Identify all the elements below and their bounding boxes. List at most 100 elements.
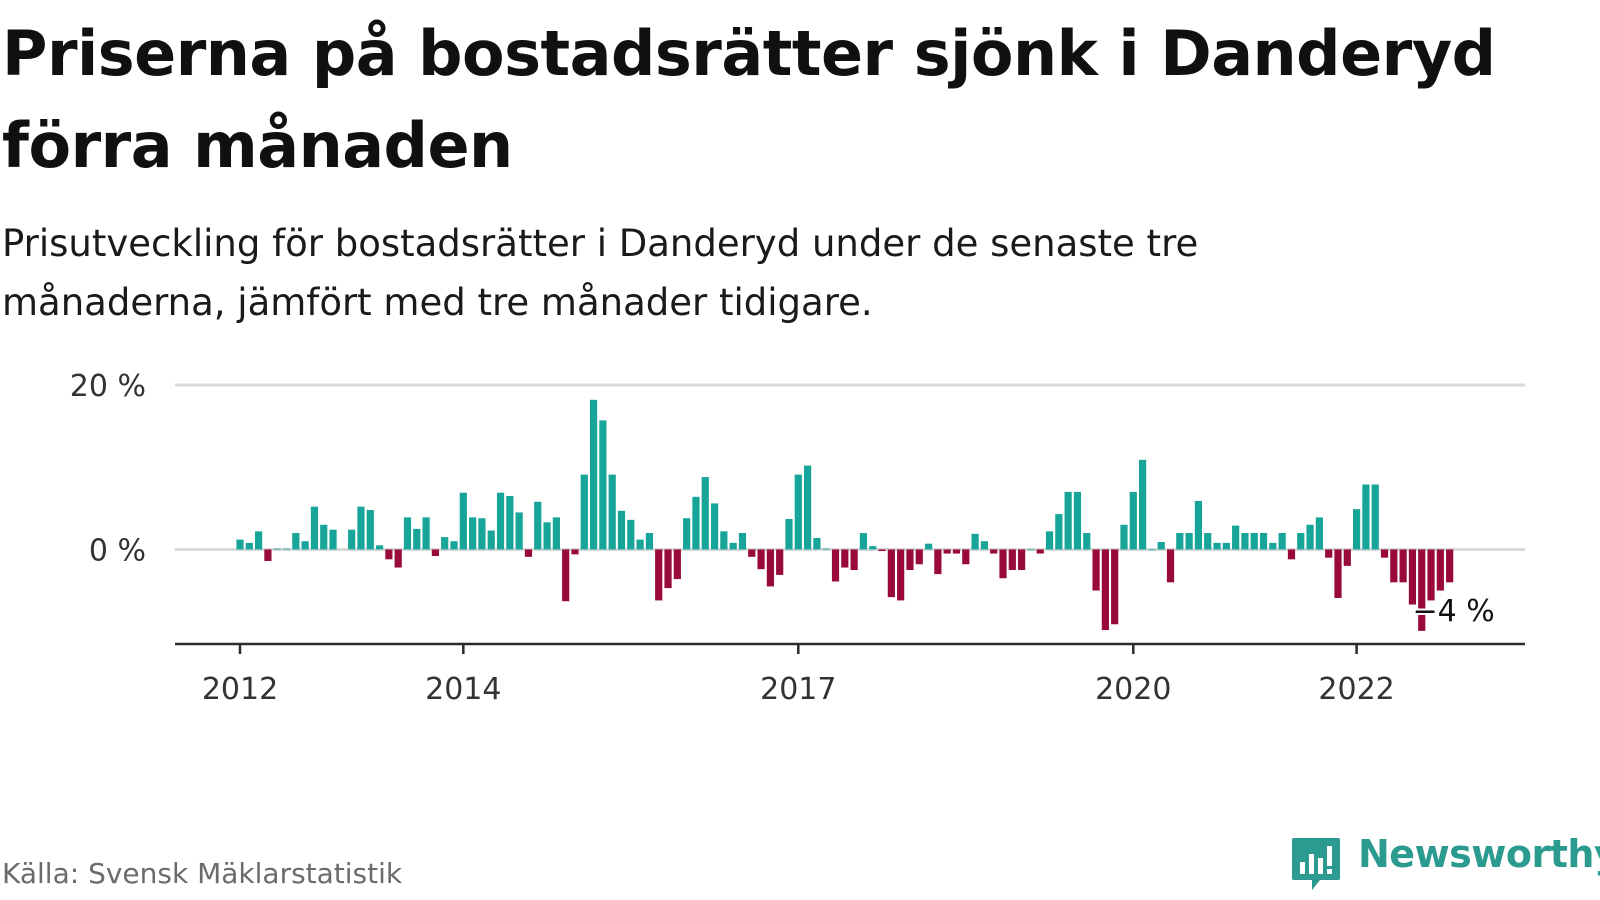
bar [450, 541, 458, 550]
bar [366, 509, 374, 550]
bar [1120, 524, 1128, 550]
bar [1036, 549, 1044, 554]
bar [589, 399, 598, 550]
bar [1148, 549, 1156, 551]
bar [1129, 491, 1137, 550]
x-tick-label: 2012 [202, 672, 278, 707]
x-axis [175, 642, 1525, 654]
bar [934, 549, 942, 575]
bar [562, 549, 570, 602]
bar [599, 420, 607, 550]
newsworthy-logo[interactable]: Newsworthy [1290, 832, 1600, 894]
bar [1008, 549, 1016, 570]
bar [1278, 533, 1286, 550]
bar [524, 549, 533, 557]
newsworthy-logo-text: Newsworthy [1358, 832, 1600, 876]
bar [1259, 533, 1268, 550]
bar [496, 492, 505, 550]
bar [1362, 484, 1370, 550]
bar [906, 549, 914, 570]
bar [841, 549, 849, 568]
bar [1111, 549, 1119, 625]
bar [1353, 509, 1361, 550]
bar [813, 537, 821, 550]
bar [999, 549, 1007, 579]
bar [1222, 542, 1230, 550]
bar [273, 548, 281, 550]
bar [245, 542, 253, 550]
chart-title: Priserna på bostadsrätter sjönk i Dander… [2, 17, 1496, 182]
bar [515, 512, 523, 550]
bar [348, 529, 356, 550]
x-tick-label: 2020 [1095, 672, 1171, 707]
bar [1092, 549, 1100, 591]
bar [943, 549, 951, 554]
bar [766, 549, 774, 587]
bar [729, 542, 737, 550]
bar [1138, 459, 1147, 550]
bar [1176, 533, 1184, 550]
bar [692, 496, 700, 550]
y-tick-label: 20 % [70, 369, 146, 404]
bar [487, 530, 495, 550]
bar [459, 492, 467, 550]
bar [1343, 549, 1351, 566]
x-tick-label: 2014 [425, 672, 501, 707]
bar [627, 519, 635, 550]
bar [804, 465, 812, 550]
bar [1055, 514, 1063, 550]
bar [915, 549, 923, 565]
bar [878, 549, 886, 552]
bar [375, 545, 384, 550]
bar [1380, 549, 1389, 558]
bar [1027, 549, 1035, 551]
bar [292, 533, 300, 550]
newsworthy-logo-icon [1292, 838, 1340, 890]
source-credit: Källa: Svensk Mäklarstatistik [2, 857, 403, 890]
bar [1306, 524, 1314, 550]
y-tick-label: 0 % [89, 533, 146, 568]
bars [236, 399, 1454, 631]
bar [441, 537, 449, 550]
bar [264, 549, 272, 561]
bar [552, 517, 560, 550]
bar [980, 541, 988, 550]
bar [952, 549, 961, 554]
bar [785, 519, 793, 550]
bar [869, 546, 877, 550]
bar [962, 549, 970, 565]
bar [478, 518, 486, 550]
bar [1045, 531, 1054, 550]
bar [1269, 542, 1277, 550]
bar [394, 549, 402, 568]
bar [720, 531, 728, 550]
bar [794, 474, 802, 550]
bar [1241, 533, 1249, 550]
bar [413, 528, 421, 550]
bar [1427, 549, 1435, 601]
bar [534, 501, 542, 550]
bar [757, 549, 765, 570]
bar [385, 549, 393, 560]
bar [738, 533, 747, 550]
bar [1073, 491, 1082, 550]
bar [1399, 549, 1407, 583]
bar [1185, 533, 1193, 550]
bar [1315, 517, 1323, 550]
bar [571, 549, 579, 555]
bar-chart: 2012 2014 2017 2020 2022 0 % 20 % −4 % [70, 369, 1525, 707]
bar [1436, 549, 1444, 591]
bar [1064, 491, 1072, 550]
bar [971, 533, 979, 550]
bar [655, 549, 663, 601]
bar [664, 549, 672, 589]
bar [636, 539, 644, 550]
bar [1446, 549, 1454, 583]
x-tick-label: 2022 [1318, 672, 1394, 707]
bar [1018, 549, 1026, 570]
bar [543, 522, 551, 550]
bar [776, 549, 784, 575]
bar [1250, 533, 1258, 550]
bar [748, 549, 756, 557]
bar [1101, 549, 1109, 631]
